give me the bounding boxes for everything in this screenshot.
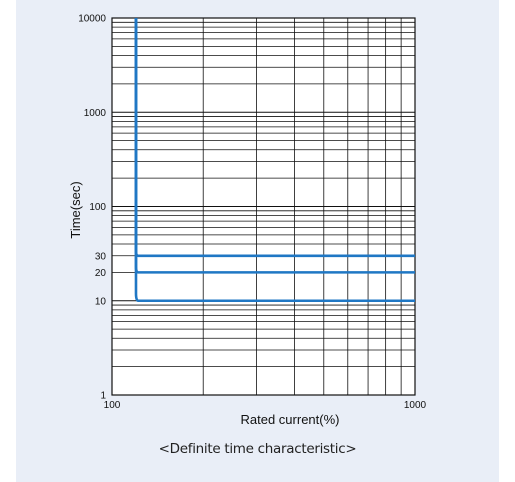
series-curve-1 xyxy=(134,18,415,303)
series-curve-2 xyxy=(134,18,415,274)
series-group xyxy=(134,18,415,303)
y-tick-label: 100 xyxy=(89,202,106,213)
series-curve-3 xyxy=(134,18,415,258)
y-tick-label: 1 xyxy=(100,391,106,402)
grid xyxy=(111,17,416,396)
y-tick-label: 10 xyxy=(95,296,107,307)
plot-frame xyxy=(111,17,416,396)
x-tick-label: 100 xyxy=(104,400,121,411)
y-tick-label: 10000 xyxy=(78,14,106,25)
x-axis-label: Rated current(%) xyxy=(241,412,340,427)
y-tick-label: 1000 xyxy=(84,108,107,119)
x-tick-label: 1000 xyxy=(404,400,427,411)
x-tick-labels: 100 1000 xyxy=(104,400,427,411)
y-axis-label: Time(sec) xyxy=(68,181,83,238)
y-tick-label: 20 xyxy=(95,268,107,279)
chart-caption: <Definite time characteristic> xyxy=(158,441,357,457)
y-tick-labels: 1 10 20 30 100 1000 10000 xyxy=(78,14,106,402)
y-tick-label: 30 xyxy=(95,251,107,262)
